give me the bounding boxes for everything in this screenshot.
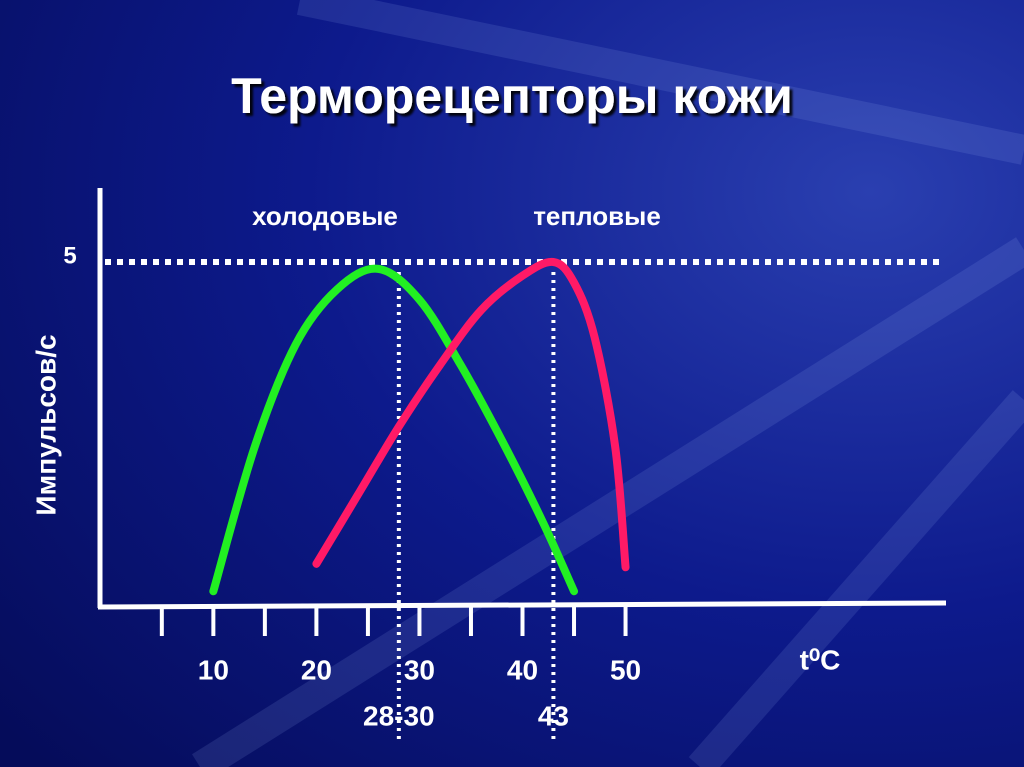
reference-label: 43 (538, 700, 569, 731)
chart-title: Терморецепторы кожи (231, 68, 793, 124)
series-line (209, 264, 579, 596)
x-tick-label: 30 (404, 654, 435, 685)
y-tick-label: 5 (63, 242, 76, 269)
y-axis-label: Импульсов/с (30, 334, 61, 515)
reference-label: 28-30 (363, 700, 435, 731)
light-rays (192, 0, 1024, 767)
x-axis-label: t⁰C (800, 644, 841, 675)
x-tick-label: 20 (301, 654, 332, 685)
x-tick-label: 50 (610, 654, 641, 685)
series-line (312, 257, 630, 572)
legend-label: тепловые (533, 201, 661, 231)
legend-label: холодовые (252, 201, 398, 231)
x-tick-label: 10 (198, 654, 229, 685)
x-tick-label: 40 (507, 654, 538, 685)
